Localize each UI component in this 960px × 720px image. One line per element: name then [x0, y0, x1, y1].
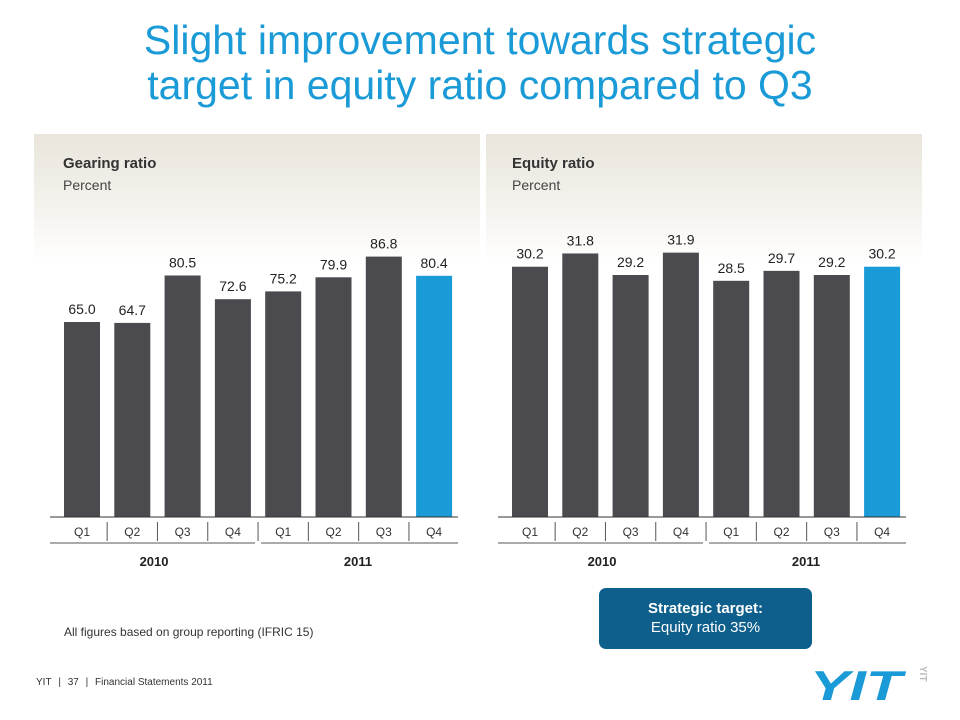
equity-chart-subtitle: Percent	[512, 177, 561, 193]
footer-separator: |	[85, 677, 89, 688]
equity-value-label: 29.2	[818, 254, 845, 270]
strategic-target-text: Equity ratio 35%	[650, 619, 761, 636]
equity-bar	[713, 280, 750, 517]
title-line-1: Slight improvement towards strategic	[143, 17, 817, 63]
equity-tick-label: Q1	[522, 525, 538, 539]
equity-tick-label: Q3	[623, 525, 639, 539]
footer-page-number: 37	[67, 677, 79, 688]
gearing-tick-label: Q3	[175, 525, 191, 539]
gearing-bar	[164, 275, 201, 517]
gearing-bar	[114, 322, 151, 517]
gearing-tick-label: Q2	[124, 525, 140, 539]
footnote: All figures based on group reporting (IF…	[64, 625, 314, 639]
equity-tick-label: Q3	[824, 525, 840, 539]
gearing-bar	[315, 277, 352, 517]
equity-value-label: 31.9	[667, 232, 694, 248]
page-title: Slight improvement towards strategic tar…	[0, 18, 960, 108]
gearing-tick-label: Q4	[225, 525, 241, 539]
gearing-value-label: 65.0	[68, 301, 95, 317]
equity-tick-label: Q2	[773, 525, 789, 539]
equity-bar	[512, 266, 548, 517]
gearing-value-label: 79.9	[320, 256, 347, 272]
gearing-tick-label: Q4	[426, 525, 442, 539]
equity-group-label: 2011	[792, 554, 820, 569]
equity-chart-title: Equity ratio	[512, 155, 595, 172]
footer-document: Financial Statements 2011	[95, 677, 213, 688]
gearing-bar	[64, 322, 100, 517]
gearing-bar	[214, 299, 251, 517]
gearing-bar	[365, 256, 402, 517]
equity-value-label: 29.2	[617, 254, 644, 270]
gearing-value-label: 75.2	[270, 270, 297, 286]
equity-bar	[763, 270, 800, 517]
gearing-tick-label: Q2	[325, 525, 341, 539]
equity-tick-label: Q2	[572, 525, 588, 539]
equity-tick-label: Q1	[723, 525, 739, 539]
equity-bar	[562, 253, 599, 517]
gearing-group-label: 2011	[344, 554, 372, 569]
footer-company: YIT	[36, 677, 52, 688]
equity-tick-label: Q4	[673, 525, 689, 539]
gearing-value-label: 80.4	[420, 255, 447, 271]
gearing-value-label: 80.5	[169, 255, 196, 271]
gearing-group-label: 2010	[140, 554, 169, 569]
logo-text: YIT	[810, 662, 907, 706]
yit-logo: YIT YIT	[810, 662, 928, 706]
gearing-chart-title: Gearing ratio	[63, 155, 157, 172]
equity-bar	[612, 275, 649, 517]
equity-bar	[813, 275, 850, 517]
equity-value-label: 30.2	[868, 246, 895, 262]
equity-panel-background	[486, 134, 922, 264]
equity-value-label: 30.2	[516, 246, 543, 262]
title-line-2: target in equity ratio compared to Q3	[147, 62, 813, 108]
gearing-value-label: 72.6	[219, 278, 246, 294]
equity-bar	[662, 252, 699, 517]
gearing-tick-label: Q3	[376, 525, 392, 539]
gearing-bar	[265, 291, 302, 517]
footer: YIT | 37 | Financial Statements 2011	[36, 677, 217, 688]
gearing-panel-background	[34, 134, 480, 264]
gearing-tick-label: Q1	[275, 525, 291, 539]
logo-vertical-text: YIT	[917, 666, 928, 682]
gearing-chart-subtitle: Percent	[63, 177, 112, 193]
equity-tick-label: Q4	[874, 525, 890, 539]
footer-separator: |	[58, 677, 61, 688]
gearing-value-label: 64.7	[119, 302, 146, 318]
equity-bar	[864, 266, 901, 517]
gearing-value-label: 86.8	[370, 236, 397, 252]
equity-group-label: 2010	[588, 554, 617, 569]
gearing-bar	[416, 275, 453, 517]
equity-value-label: 29.7	[768, 250, 795, 266]
equity-value-label: 31.8	[567, 232, 594, 248]
strategic-target-title: Strategic target:	[647, 600, 764, 617]
gearing-tick-label: Q1	[74, 525, 90, 539]
equity-value-label: 28.5	[718, 260, 745, 276]
strategic-target-box: Strategic target: Equity ratio 35%	[599, 588, 812, 649]
